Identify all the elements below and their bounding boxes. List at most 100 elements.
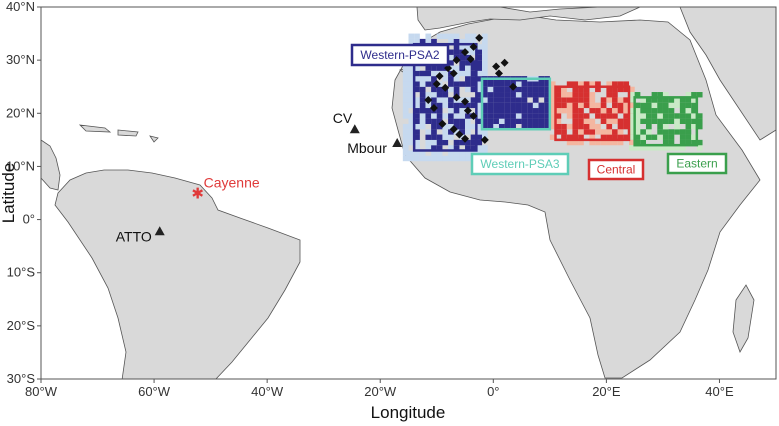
heatmap-cell [696, 118, 703, 124]
heatmap-cell [419, 81, 426, 87]
heatmap-cell [448, 150, 454, 156]
heatmap-cell [453, 76, 460, 82]
heatmap-cell [662, 123, 669, 130]
region-box-western-psa3 [480, 77, 552, 131]
heatmap-cell [532, 113, 539, 119]
heatmap-cell [668, 97, 675, 103]
heatmap-cell [606, 134, 613, 140]
heatmap-cell [414, 33, 420, 39]
heatmap-cell [515, 107, 522, 114]
heatmap-cell [645, 118, 652, 124]
sample-point-diamond [466, 55, 475, 64]
y-tick-label: 0° [23, 212, 35, 227]
heatmap-cell [549, 118, 556, 124]
heatmap-cell [645, 97, 652, 103]
heatmap-cell [623, 107, 630, 114]
heatmap-cell [498, 97, 505, 103]
heatmap-cell [549, 123, 556, 130]
heatmap-cell [448, 33, 454, 39]
heatmap-cell [629, 92, 635, 98]
heatmap-cell [651, 113, 658, 119]
heatmap-cell [623, 102, 630, 109]
sample-point-diamond [461, 97, 470, 106]
heatmap-cell [629, 107, 635, 114]
heatmap-cell [572, 129, 579, 135]
site-label-cv: CV [333, 110, 353, 126]
heatmap-cell [629, 113, 635, 119]
heatmap-cell [685, 97, 692, 103]
heatmap-cell [448, 76, 454, 82]
heatmap-cell [662, 118, 669, 124]
heatmap-cell [459, 81, 466, 87]
heatmap-cell [459, 139, 466, 146]
x-tick-label: 40°W [251, 384, 284, 399]
heatmap-cell [425, 129, 432, 135]
heatmap-cell [402, 150, 409, 156]
heatmap-cell [612, 139, 618, 146]
sample-point-diamond [452, 56, 461, 65]
heatmap-cell [498, 118, 505, 124]
heatmap-cell [668, 145, 675, 151]
heatmap-cell [482, 38, 488, 45]
heatmap-cell [617, 134, 624, 140]
region-label-box-central [587, 158, 645, 181]
heatmap-cell [515, 86, 522, 93]
heatmap-cell [504, 97, 511, 103]
y-tick-label: 10°S [7, 265, 36, 280]
y-tick-label: 30°S [7, 371, 36, 386]
heatmap-cell [589, 81, 596, 87]
heatmap-cell [493, 113, 500, 119]
heatmap-cell [408, 97, 415, 103]
heatmap-cell [549, 113, 556, 119]
heatmap-cell [527, 81, 533, 87]
heatmap-cell [561, 102, 567, 109]
heatmap-cell [561, 129, 567, 135]
heatmap-cell [532, 92, 539, 98]
heatmap-cell [482, 97, 488, 103]
sample-point-diamond [429, 103, 438, 112]
heatmap-cell [470, 102, 477, 109]
heatmap-cell [425, 81, 432, 87]
middle-east-land [679, 7, 776, 141]
heatmap-cell [634, 107, 641, 114]
heatmap-cell [504, 102, 511, 109]
heatmap-cell [612, 81, 618, 87]
heatmap-cell [436, 92, 443, 98]
heatmap-cell [600, 97, 607, 103]
heatmap-cell [476, 65, 483, 71]
heatmap-cell [651, 92, 658, 98]
heatmap-cell [606, 129, 613, 135]
heatmap-cell [498, 92, 505, 98]
heatmap-cell [414, 139, 420, 146]
heatmap-cell [504, 81, 511, 87]
sample-point-diamond [469, 42, 478, 51]
heatmap-cell [555, 97, 562, 103]
heatmap-cell [476, 92, 483, 98]
heatmap-cell [544, 118, 550, 124]
heatmap-cell [431, 97, 437, 103]
heatmap-cell [431, 139, 437, 146]
heatmap-cell [566, 107, 573, 114]
heatmap-cell [640, 107, 647, 114]
heatmap-cell [640, 129, 647, 135]
heatmap-cell [414, 76, 420, 82]
heatmap-cell [498, 123, 505, 130]
heatmap-cell [453, 38, 460, 45]
sample-point-diamond [480, 135, 489, 144]
heatmap-cell [617, 107, 624, 114]
heatmap-cell [589, 107, 596, 114]
heatmap-cell [544, 92, 550, 98]
heatmap-cell [448, 49, 454, 55]
heatmap-cell [651, 134, 658, 140]
heatmap-cell [482, 54, 488, 61]
site-marker-cv [349, 124, 360, 134]
heatmap-cell [453, 86, 460, 93]
heatmap-cell [448, 134, 454, 140]
heatmap-cell [668, 102, 675, 109]
heatmap-cell [487, 113, 494, 119]
heatmap-cell [442, 129, 449, 135]
heatmap-cell [674, 129, 680, 135]
sample-point-diamond [494, 69, 503, 78]
heatmap-cell [538, 118, 545, 124]
heatmap-cell [589, 129, 596, 135]
